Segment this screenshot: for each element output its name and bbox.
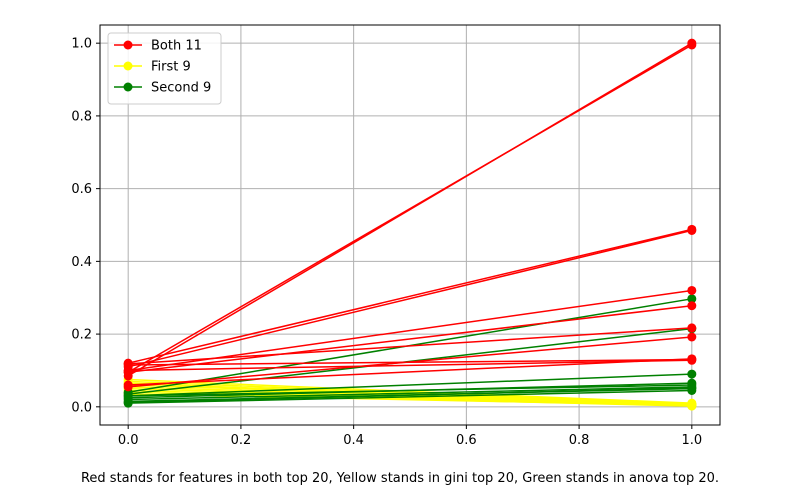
series-line — [128, 387, 692, 404]
series-line — [128, 228, 692, 364]
y-tick-label: 0.8 — [71, 109, 92, 124]
data-point — [687, 285, 697, 295]
legend-item: Second 9 — [114, 81, 211, 96]
y-tick-label: 0.4 — [71, 255, 92, 270]
series-layer — [123, 38, 697, 411]
series-line — [128, 229, 692, 368]
legend-swatch-marker — [123, 82, 133, 92]
series-line — [128, 304, 692, 374]
x-tick-label: 1.0 — [681, 433, 702, 448]
figure-caption: Red stands for features in both top 20, … — [80, 471, 720, 486]
data-point — [687, 369, 697, 379]
series-line — [128, 358, 692, 386]
legend: Both 11 First 9 Second 9 — [107, 32, 222, 105]
data-point — [687, 332, 697, 342]
y-tick-label: 1.0 — [71, 37, 92, 52]
x-tick-label: 0.4 — [343, 433, 364, 448]
series-line — [128, 389, 692, 404]
data-point — [123, 365, 133, 375]
series-line — [128, 358, 692, 366]
plot-frame — [99, 24, 721, 426]
x-tick-label: 0.6 — [456, 433, 477, 448]
data-point — [687, 400, 697, 410]
data-point — [687, 294, 697, 304]
data-point — [687, 323, 697, 333]
series-line — [128, 373, 692, 397]
data-point — [687, 225, 697, 235]
series-line — [128, 327, 692, 365]
chart: 0.0 0.2 0.4 0.6 0.8 1.0 0.0 0.2 0.4 0.6 0.8 1.0 Bot… — [71, 24, 721, 448]
y-tick-label: 0.2 — [71, 328, 92, 343]
y-tick-label: 0.6 — [71, 182, 92, 197]
series-line — [128, 386, 692, 401]
legend-label: Second 9 — [151, 81, 211, 96]
legend-swatch-marker — [123, 61, 133, 71]
series-both-11 — [123, 38, 697, 392]
y-tick-label: 0.0 — [71, 400, 92, 415]
data-point — [123, 397, 133, 407]
legend-item: First 9 — [114, 60, 191, 75]
series-line — [128, 384, 692, 397]
series-line — [127, 42, 693, 377]
x-tick-label: 0.2 — [231, 433, 252, 448]
series-line — [128, 289, 692, 372]
series-line — [128, 359, 692, 372]
data-point — [687, 383, 697, 393]
data-point — [123, 380, 133, 390]
data-point — [687, 301, 697, 311]
legend-swatch-marker — [123, 40, 133, 50]
series-line — [127, 44, 693, 373]
legend-item: Both 11 — [114, 39, 202, 54]
data-point — [687, 40, 697, 50]
legend-label: Both 11 — [151, 39, 202, 54]
series-second-9 — [123, 294, 697, 408]
x-tick-label: 0.0 — [118, 433, 139, 448]
axis-ticks: 0.0 0.2 0.4 0.6 0.8 1.0 0.0 0.2 0.4 0.6 0.8 1.0 — [71, 37, 702, 448]
x-tick-label: 0.8 — [569, 433, 590, 448]
legend-label: First 9 — [151, 60, 191, 75]
data-point — [687, 355, 697, 365]
